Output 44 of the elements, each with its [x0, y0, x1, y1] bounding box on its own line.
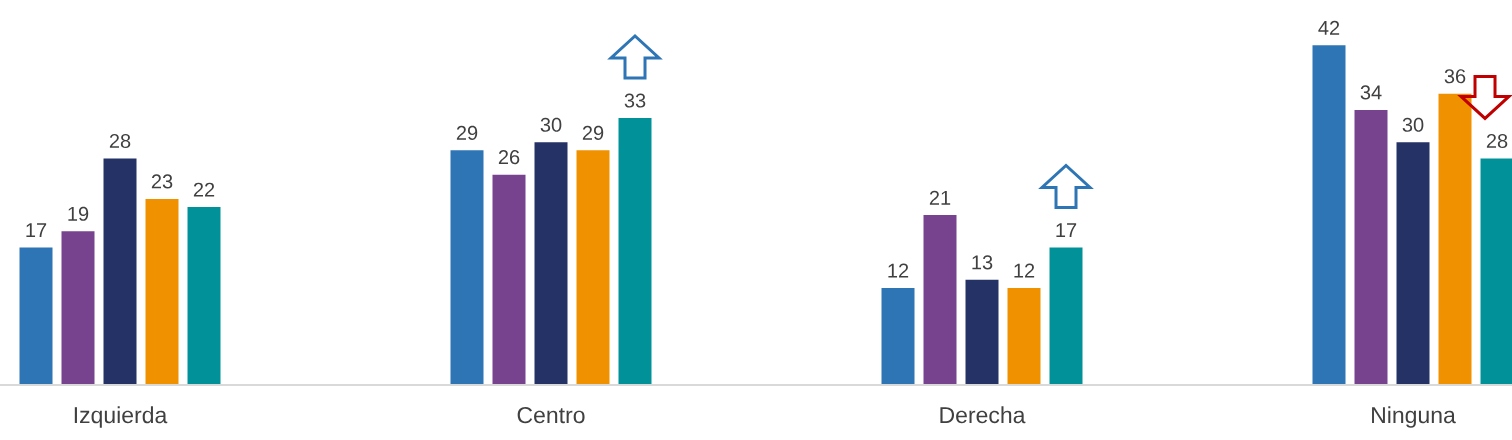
bar — [965, 279, 999, 385]
data-label: 28 — [109, 133, 131, 149]
data-label: 22 — [193, 182, 215, 197]
bar — [19, 247, 53, 385]
bar — [576, 150, 610, 385]
data-label: 17 — [1056, 223, 1077, 238]
data-label: 26 — [498, 150, 520, 165]
data-label: 19 — [68, 206, 89, 221]
data-label: 33 — [624, 93, 646, 108]
bar — [103, 158, 137, 385]
data-label: 42 — [1318, 20, 1340, 35]
data-label: 30 — [540, 117, 562, 132]
data-label: 34 — [1360, 85, 1382, 100]
bar — [1354, 109, 1388, 385]
bar — [534, 142, 568, 385]
data-label: 12 — [888, 263, 909, 278]
bar — [1438, 93, 1472, 385]
data-label: 23 — [151, 174, 173, 189]
x-tick-label: Centro — [517, 406, 585, 424]
x-tick-label: Izquierda — [74, 406, 168, 428]
bar — [1049, 247, 1083, 385]
data-label: 17 — [26, 223, 47, 238]
bar — [450, 150, 484, 385]
data-label: 29 — [456, 125, 478, 140]
bar — [492, 174, 526, 385]
bar — [1007, 287, 1041, 385]
data-label: 36 — [1444, 69, 1466, 84]
data-label: 13 — [972, 255, 993, 270]
data-label: 28 — [1486, 133, 1508, 149]
x-tick-label: Derecha — [940, 406, 1026, 424]
bar — [618, 118, 652, 385]
bar — [145, 198, 179, 385]
bar — [187, 207, 221, 385]
bar — [1480, 158, 1512, 385]
data-label: 29 — [582, 125, 604, 140]
bar — [1396, 142, 1430, 385]
bar — [923, 215, 957, 385]
data-label: 12 — [1014, 263, 1035, 278]
bar — [1312, 45, 1346, 385]
x-tick-label: Ninguna — [1372, 406, 1456, 428]
bar — [881, 287, 915, 385]
bar — [61, 231, 95, 385]
data-label: 21 — [929, 190, 951, 205]
data-label: 30 — [1402, 117, 1424, 132]
